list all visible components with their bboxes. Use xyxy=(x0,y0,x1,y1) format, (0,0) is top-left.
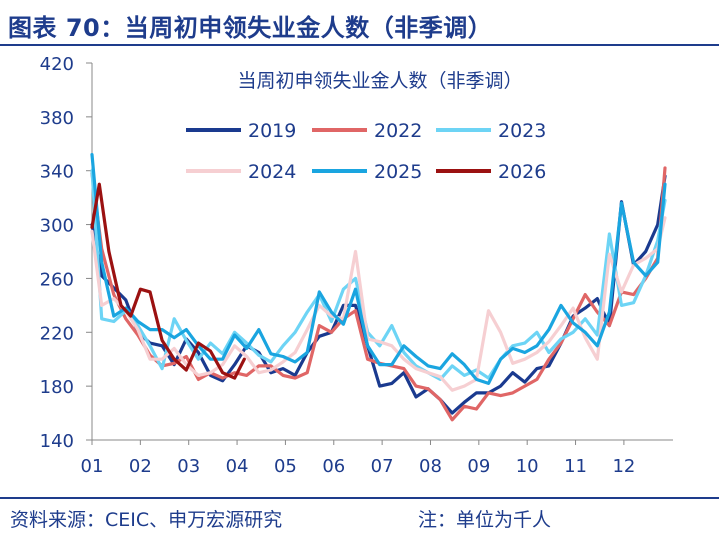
series-line-2023 xyxy=(90,169,667,381)
x-tick-label: 10 xyxy=(516,456,539,477)
x-tick-label: 01 xyxy=(81,456,104,477)
y-tick-label: 140 xyxy=(40,431,74,452)
legend-label-2022: 2022 xyxy=(374,120,422,142)
y-tick-label: 380 xyxy=(40,108,74,129)
y-tick-label: 180 xyxy=(40,377,74,398)
x-tick-label: 07 xyxy=(371,456,394,477)
line-chart: 140 180 220 260 300 340 380 420 01 02 03 04 05 06 07 08… xyxy=(40,54,673,477)
y-tick-label: 260 xyxy=(40,269,74,290)
x-tick-label: 11 xyxy=(564,456,587,477)
unit-note: 注：单位为千人 xyxy=(418,509,552,531)
chart-legend: 2019 2022 2023 2024 2025 2026 xyxy=(186,120,546,183)
legend-label-2025: 2025 xyxy=(374,161,422,183)
x-tick-label: 04 xyxy=(226,456,249,477)
x-tick-label: 03 xyxy=(177,456,200,477)
legend-label-2024: 2024 xyxy=(248,161,296,183)
y-tick-label: 420 xyxy=(40,54,74,75)
x-tick-label: 05 xyxy=(274,456,297,477)
legend-label-2019: 2019 xyxy=(248,120,296,142)
x-tick-label: 09 xyxy=(467,456,490,477)
x-tick-label: 06 xyxy=(322,456,345,477)
series-line-2024 xyxy=(90,216,667,392)
figure-title: 图表 70：当周初申领失业金人数（非季调） xyxy=(8,14,493,42)
y-tick-label: 340 xyxy=(40,162,74,183)
title-rule xyxy=(0,44,719,46)
y-tick-label: 220 xyxy=(40,323,74,344)
x-tick-label: 08 xyxy=(419,456,442,477)
chart-series xyxy=(90,152,667,422)
footer-rule xyxy=(0,497,719,499)
legend-label-2023: 2023 xyxy=(498,120,546,142)
source-note: 资料来源：CEIC、申万宏源研究 xyxy=(10,509,283,531)
y-tick-label: 300 xyxy=(40,216,74,237)
legend-label-2026: 2026 xyxy=(498,161,546,183)
series-line-2025 xyxy=(90,152,667,385)
series-line-2019 xyxy=(90,174,667,415)
series-line-2026 xyxy=(90,182,246,380)
x-tick-label: 12 xyxy=(612,456,635,477)
chart-title: 当周初申领失业金人数（非季调） xyxy=(237,70,522,92)
x-tick-label: 02 xyxy=(129,456,152,477)
chart-axes: 140 180 220 260 300 340 380 420 01 02 03 04 05 06 07 08… xyxy=(40,54,673,477)
